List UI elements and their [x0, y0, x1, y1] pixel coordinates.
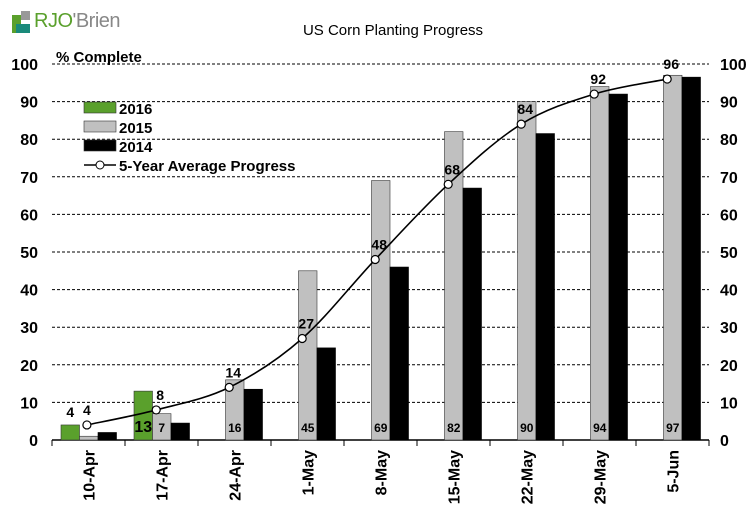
- legend-label: 5-Year Average Progress: [119, 158, 296, 175]
- x-tick-label: 5-Jun: [666, 450, 683, 493]
- point-5-year-average: [82, 420, 92, 430]
- y-tick-label-right: 90: [720, 95, 738, 112]
- y-tick-label-left: 70: [20, 170, 38, 187]
- y-tick-label-right: 0: [720, 433, 729, 450]
- data-label-5-year-average: 8: [156, 387, 164, 403]
- logo-text: RJO'Brien: [34, 10, 121, 32]
- y-tick-label-right: 70: [720, 170, 738, 187]
- point-5-year-average: [516, 119, 526, 129]
- y-tick-label-left: 30: [20, 320, 38, 337]
- y-tick-label-left: 80: [20, 132, 38, 149]
- bar-2015: [444, 131, 464, 441]
- bar-2016: [60, 424, 80, 441]
- x-tick-label: 22-May: [520, 450, 537, 504]
- bar-2014: [462, 187, 482, 441]
- bar-2014: [535, 133, 555, 441]
- bar-2014: [316, 347, 336, 441]
- data-label-5-year-average: 4: [83, 402, 91, 418]
- y-tick-label-right: 40: [720, 283, 738, 300]
- data-label-5-year-average: 96: [663, 56, 679, 72]
- data-label-5-year-average: 48: [371, 237, 387, 253]
- y-tick-label-right: 60: [720, 207, 738, 224]
- bar-2014: [389, 266, 409, 441]
- y-tick-label-right: 80: [720, 132, 738, 149]
- x-tick-label: 8-May: [374, 450, 391, 495]
- y-tick-label-left: 90: [20, 95, 38, 112]
- bar-2015: [663, 74, 683, 441]
- point-5-year-average: [443, 179, 453, 189]
- data-label-5-year-average: 84: [517, 101, 533, 117]
- bar-2014: [97, 432, 117, 441]
- y-tick-label-left: 10: [20, 395, 38, 412]
- y-tick-label-left: 60: [20, 207, 38, 224]
- point-5-year-average: [151, 405, 161, 415]
- bar-2014: [608, 93, 628, 441]
- y-tick-label-right: 30: [720, 320, 738, 337]
- bar-2015: [298, 270, 318, 441]
- rjobrien-logo: RJO'Brien: [12, 10, 121, 33]
- x-tick-label: 10-Apr: [82, 450, 99, 501]
- legend-swatch-marker: [95, 160, 105, 170]
- data-label-2015: 82: [447, 421, 461, 435]
- bar-2014: [170, 422, 190, 441]
- y-tick-label-left: 0: [29, 433, 38, 450]
- x-tick-label: 17-Apr: [155, 450, 172, 501]
- x-tick-label: 29-May: [593, 450, 610, 504]
- bar-2015: [371, 180, 391, 441]
- legend-swatch-2016: [83, 101, 117, 114]
- data-label-5-year-average: 92: [590, 71, 606, 87]
- x-tick-label: 15-May: [447, 450, 464, 504]
- y-tick-label-right: 50: [720, 245, 738, 262]
- data-label-5-year-average: 68: [444, 161, 460, 177]
- y-tick-label-left: 50: [20, 245, 38, 262]
- y-tick-label-left: 100: [11, 57, 38, 74]
- data-label-2015: 16: [228, 421, 242, 435]
- data-label-2015: 7: [158, 421, 165, 435]
- legend-swatch-2014: [83, 139, 117, 152]
- chart-title: US Corn Planting Progress: [303, 22, 483, 39]
- y-tick-label-right: 100: [720, 57, 747, 74]
- bar-2015: [517, 101, 537, 441]
- y-axis-label: % Complete: [56, 49, 142, 66]
- y-tick-label-left: 40: [20, 283, 38, 300]
- legend-swatch-2015: [83, 120, 117, 133]
- data-label-2015: 97: [666, 421, 680, 435]
- bar-2014: [681, 76, 701, 441]
- bar-2015: [590, 86, 610, 441]
- point-5-year-average: [297, 333, 307, 344]
- data-label-2016: 4: [66, 404, 74, 420]
- x-tick-label: 1-May: [301, 450, 318, 495]
- logo-mark-icon: [12, 10, 30, 33]
- point-5-year-average: [662, 74, 672, 84]
- legend-label: 2016: [119, 101, 152, 118]
- point-5-year-average: [589, 89, 599, 99]
- legend-label: 2014: [119, 139, 153, 156]
- data-label-2016: 13: [134, 419, 152, 436]
- legend-label: 2015: [119, 120, 152, 137]
- bar-2015: [79, 435, 99, 441]
- data-label-2015: 69: [374, 421, 388, 435]
- point-5-year-average: [370, 254, 380, 265]
- bar-2014: [243, 388, 263, 441]
- data-label-2015: 45: [301, 421, 315, 435]
- y-tick-label-right: 10: [720, 395, 738, 412]
- data-label-2015: 94: [593, 421, 607, 435]
- point-5-year-average: [224, 382, 234, 392]
- y-tick-label-right: 20: [720, 358, 738, 375]
- data-label-5-year-average: 14: [225, 364, 241, 380]
- x-tick-label: 24-Apr: [228, 450, 245, 501]
- data-label-2015: 90: [520, 421, 534, 435]
- data-label-5-year-average: 27: [298, 315, 314, 331]
- y-tick-label-left: 20: [20, 358, 38, 375]
